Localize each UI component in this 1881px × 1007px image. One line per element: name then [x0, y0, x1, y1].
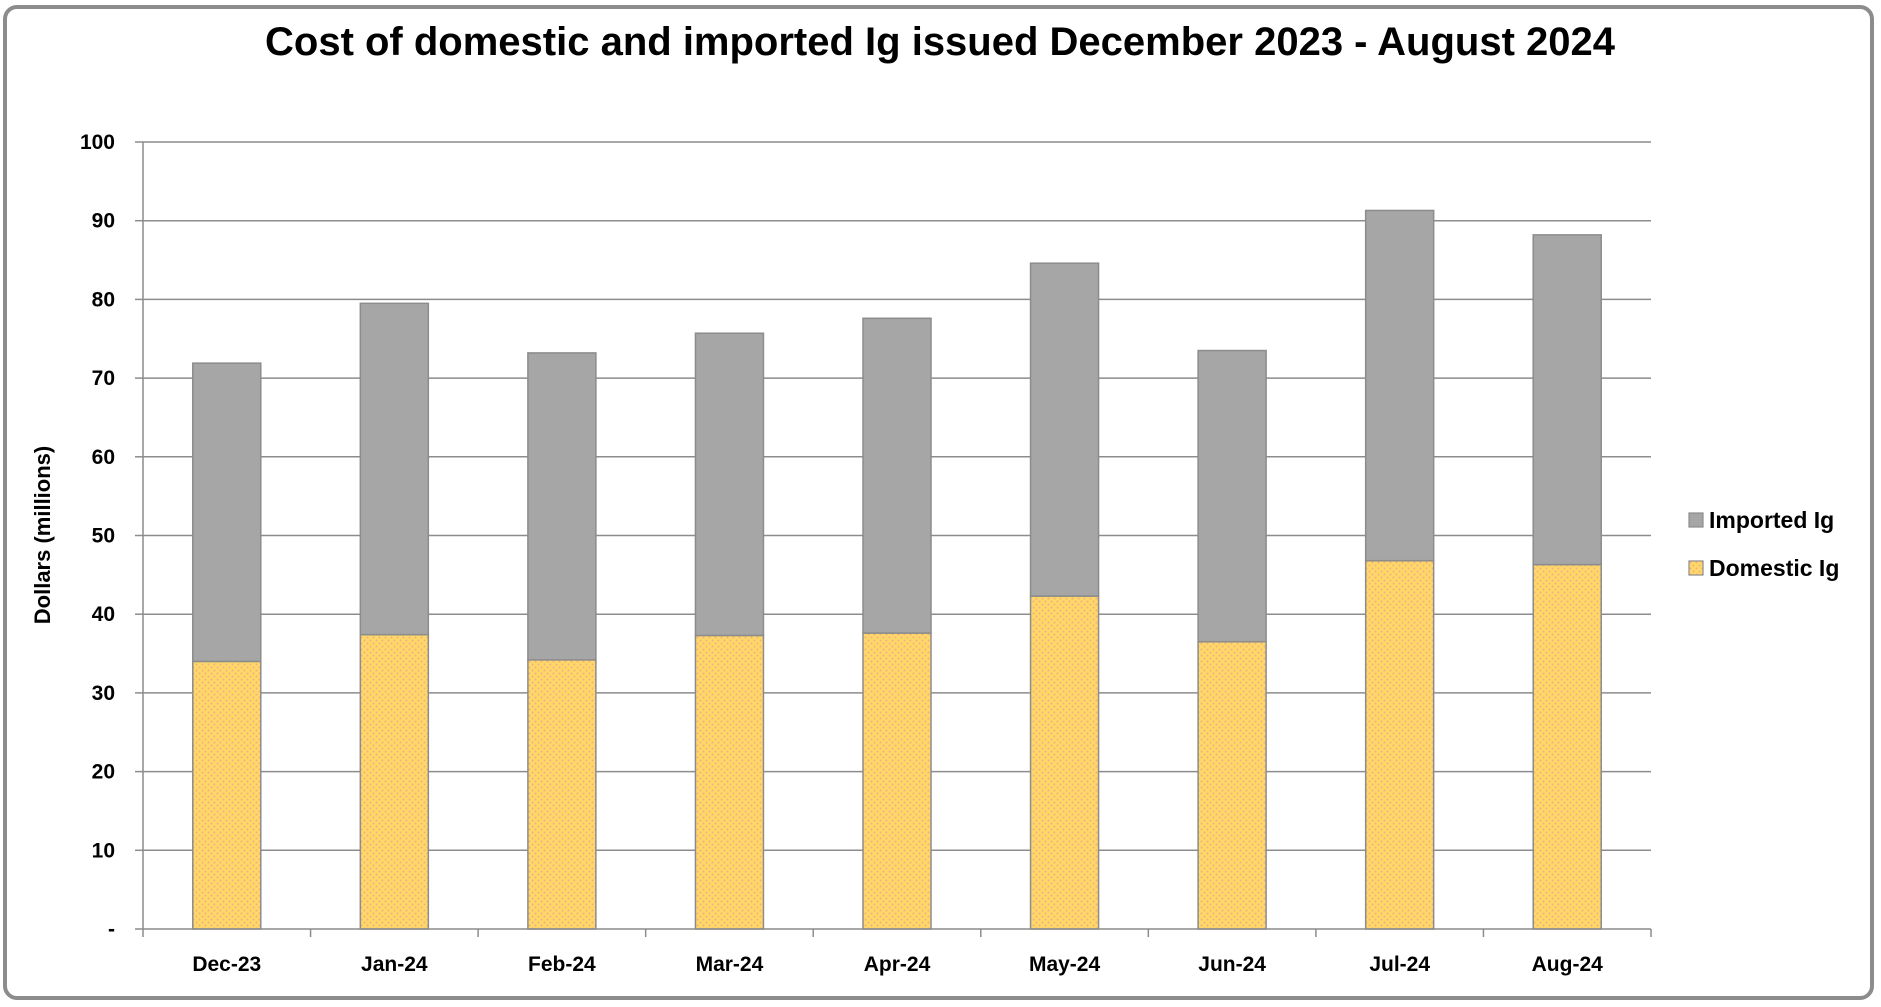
- bars: [192, 209, 1602, 930]
- bar-domestic-Feb-24: [527, 659, 597, 930]
- x-tick-label: Jul-24: [1369, 953, 1430, 976]
- bar-imported-Apr-24: [862, 317, 932, 634]
- x-tick-label: Apr-24: [864, 953, 931, 976]
- bar-imported-Mar-24: [694, 332, 765, 637]
- y-tick-label: 60: [92, 446, 115, 469]
- y-tick-label: 50: [92, 525, 115, 548]
- y-tick-label: 90: [92, 210, 115, 233]
- axes: - 10 20 30 40 50 60 70 80 90 100 Dec-23 Jan-24 Feb-24…: [80, 131, 1652, 976]
- bar-imported-Jan-24: [359, 302, 430, 636]
- bar-domestic-Jul-24: [1364, 559, 1435, 930]
- bar-domestic-Apr-24: [862, 632, 932, 930]
- y-tick-label: 100: [80, 131, 115, 154]
- legend-label-domestic: Domestic Ig: [1709, 555, 1839, 581]
- x-tick-label: May-24: [1029, 953, 1101, 976]
- bar-domestic-Mar-24: [694, 634, 765, 930]
- legend-swatch-domestic: [1688, 560, 1704, 576]
- bar-imported-Feb-24: [527, 352, 597, 661]
- x-tick-label: Jan-24: [361, 953, 428, 976]
- bar-domestic-Dec-23: [192, 660, 262, 930]
- legend-swatch-imported: [1688, 512, 1704, 528]
- x-tick-label: Jun-24: [1198, 953, 1266, 976]
- x-tick-label: Aug-24: [1532, 953, 1603, 976]
- chart-title: Cost of domestic and imported Ig issued …: [265, 20, 1616, 64]
- bar-imported-Dec-23: [192, 362, 262, 663]
- x-tick-label: Dec-23: [192, 953, 261, 976]
- y-tick-label: 70: [92, 367, 115, 390]
- bar-domestic-Jun-24: [1197, 640, 1267, 930]
- y-axis-title: Dollars (millions): [30, 446, 55, 624]
- x-tick-label: Feb-24: [528, 953, 596, 976]
- bar-imported-Jun-24: [1197, 349, 1267, 643]
- y-tick-label: 30: [92, 682, 115, 705]
- x-tick-label: Mar-24: [696, 953, 764, 976]
- y-tick-label: 40: [92, 603, 115, 626]
- y-tick-label: -: [108, 918, 115, 941]
- bar-imported-May-24: [1029, 262, 1100, 597]
- bar-domestic-May-24: [1029, 595, 1100, 930]
- y-tick-label: 80: [92, 288, 115, 311]
- bar-domestic-Aug-24: [1532, 563, 1602, 930]
- y-tick-label: 20: [92, 761, 115, 784]
- bar-imported-Jul-24: [1364, 209, 1435, 562]
- bar-domestic-Jan-24: [359, 633, 430, 930]
- y-tick-label: 10: [92, 839, 115, 862]
- legend-label-imported: Imported Ig: [1709, 507, 1834, 533]
- legend: Imported Ig Domestic Ig: [1688, 507, 1839, 581]
- bar-imported-Aug-24: [1532, 234, 1602, 566]
